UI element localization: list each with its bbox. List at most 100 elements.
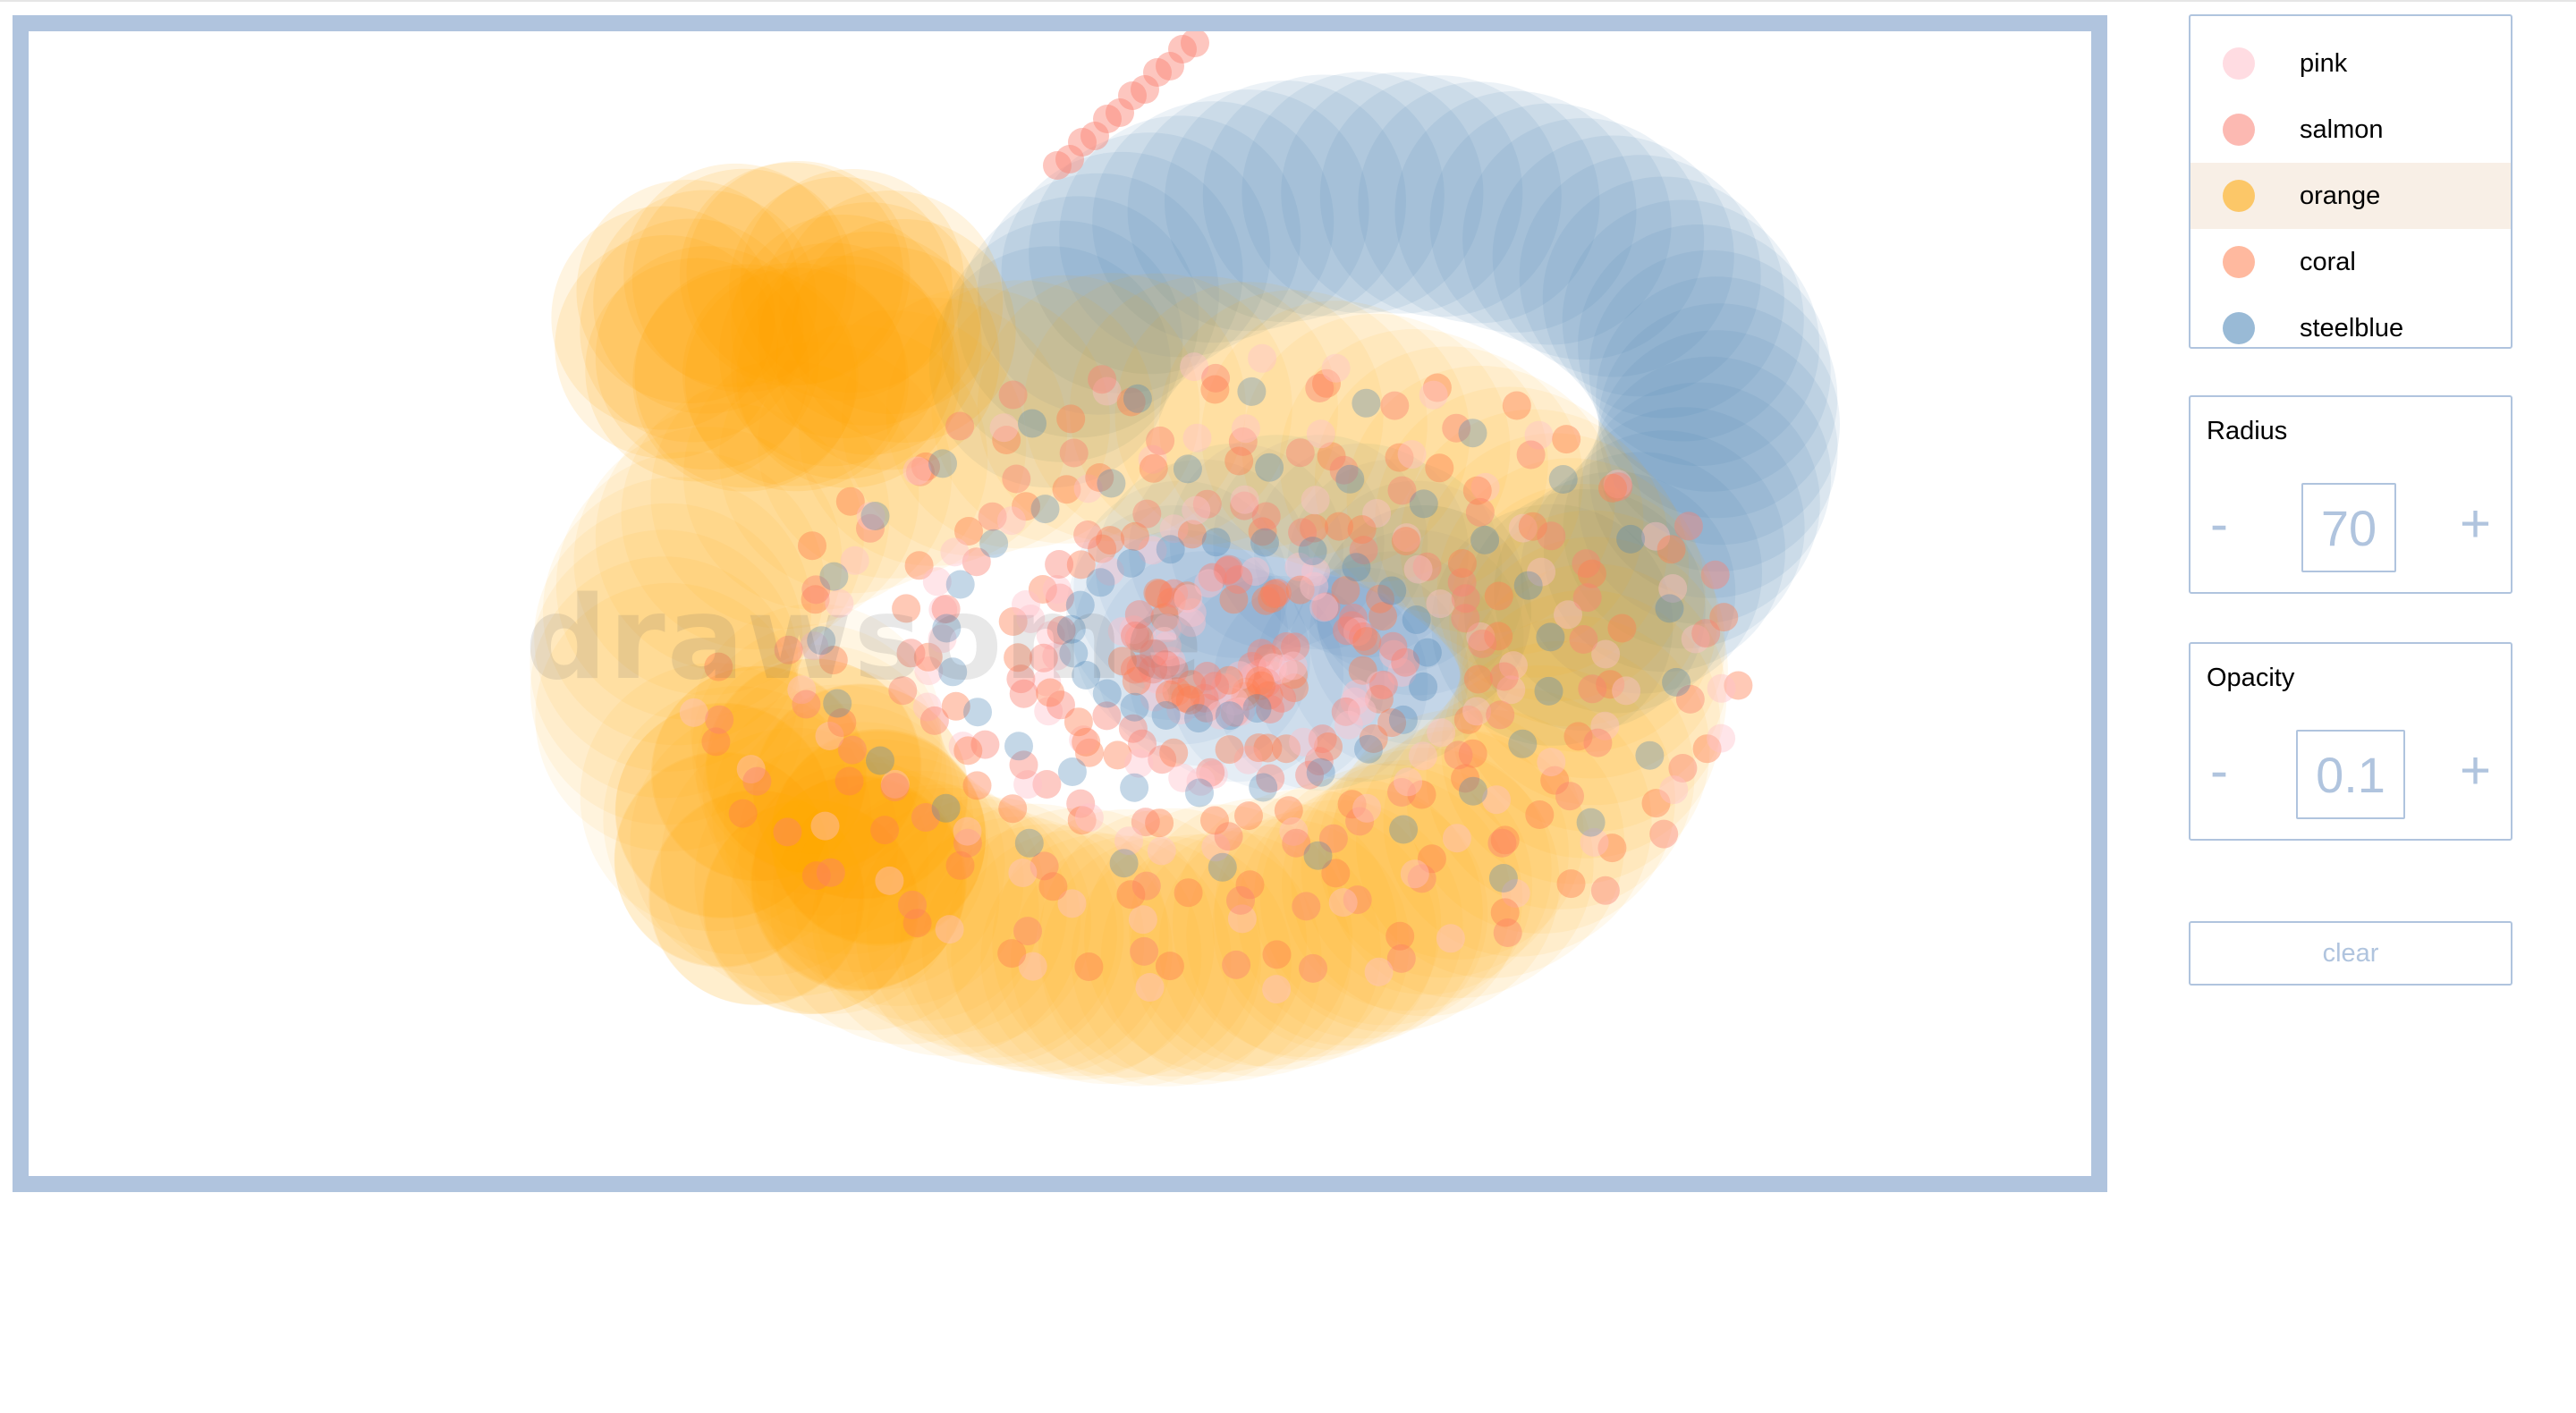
brush-dot — [724, 703, 974, 954]
brush-dot — [1331, 697, 1360, 726]
brush-dot — [1308, 724, 1337, 754]
brush-dot — [1073, 529, 1289, 745]
brush-dot — [800, 631, 829, 661]
brush-dot — [1262, 940, 1292, 969]
brush-dot — [1386, 943, 1416, 973]
drawing-surface[interactable] — [29, 31, 2091, 1176]
brush-dot — [1230, 491, 1259, 520]
brush-dot — [1436, 458, 1706, 727]
color-swatch — [2223, 246, 2255, 278]
brush-dot — [880, 769, 910, 799]
brush-dot — [1641, 789, 1671, 818]
brush-dot — [1073, 474, 1103, 503]
brush-dot — [1391, 647, 1420, 677]
brush-dot — [819, 562, 849, 591]
brush-dot — [1208, 852, 1237, 882]
brush-dot — [1426, 589, 1455, 619]
brush-dot — [1131, 75, 1159, 104]
brush-dot — [1256, 695, 1285, 723]
brush-dot — [1237, 788, 1488, 1039]
color-option-orange[interactable]: orange — [2190, 163, 2511, 229]
brush-dot — [1029, 132, 1271, 375]
color-option-coral[interactable]: coral — [2190, 229, 2511, 295]
brush-dot — [1524, 420, 1554, 450]
brush-dot — [1577, 559, 1606, 588]
drawing-canvas[interactable]: drawsome — [13, 15, 2107, 1192]
brush-dot — [1681, 624, 1710, 654]
brush-dot — [1487, 828, 1517, 858]
brush-dot — [1349, 536, 1378, 565]
brush-dot — [962, 771, 992, 800]
brush-dot — [1157, 647, 1186, 676]
brush-dot — [1658, 574, 1688, 603]
brush-dot — [1242, 694, 1272, 723]
radius-value[interactable]: 70 — [2301, 483, 2396, 572]
brush-dot — [1254, 567, 1469, 783]
brush-dot — [1230, 485, 1259, 514]
brush-dot — [614, 703, 830, 918]
brush-dot — [1215, 701, 1244, 731]
brush-dot — [682, 262, 906, 487]
brush-dot — [980, 833, 1232, 1085]
brush-dot — [1109, 849, 1139, 878]
brush-dot — [694, 746, 963, 1015]
brush-dot — [1254, 443, 1469, 658]
brush-dot — [1138, 444, 1167, 474]
opacity-value[interactable]: 0.1 — [2296, 730, 2405, 819]
brush-dot — [866, 746, 894, 775]
brush-dot — [1391, 527, 1420, 556]
brush-dot — [1182, 495, 1211, 525]
brush-dot — [1518, 512, 1547, 541]
brush-dot — [614, 752, 830, 968]
brush-dot — [1287, 551, 1503, 766]
color-option-salmon[interactable]: salmon — [2190, 97, 2511, 163]
brush-dot — [686, 161, 911, 385]
brush-dot — [1240, 662, 1268, 691]
radius-increase-button[interactable]: + — [2459, 494, 2491, 554]
brush-dot — [1364, 957, 1394, 986]
brush-dot — [650, 360, 919, 630]
brush-dot — [1403, 554, 1433, 584]
brush-dot — [1127, 89, 1369, 332]
brush-dot — [771, 730, 986, 945]
brush-dot — [1258, 584, 1287, 613]
brush-dot — [1252, 668, 1281, 698]
brush-dot — [856, 513, 885, 543]
brush-dot — [1534, 676, 1563, 706]
brush-dot — [1129, 443, 1343, 658]
radius-decrease-button[interactable]: - — [2210, 494, 2228, 554]
brush-dot — [1228, 427, 1258, 456]
brush-dot — [1318, 824, 1348, 853]
brush-dot — [1175, 685, 1205, 715]
brush-dot — [951, 829, 1202, 1080]
brush-dot — [1292, 892, 1321, 921]
brush-dot — [1358, 81, 1600, 324]
brush-dot — [963, 698, 992, 727]
brush-dot — [1331, 576, 1360, 605]
brush-dot — [530, 556, 799, 825]
color-label: steelblue — [2300, 313, 2404, 343]
brush-dot — [1056, 614, 1086, 644]
brush-dot — [758, 231, 982, 455]
brush-dot — [1540, 766, 1570, 795]
brush-dot — [1362, 499, 1392, 528]
brush-dot — [1004, 643, 1033, 673]
opacity-decrease-button[interactable]: - — [2210, 740, 2228, 800]
brush-dot — [1231, 414, 1260, 444]
brush-dot — [815, 722, 844, 750]
opacity-increase-button[interactable]: + — [2459, 740, 2491, 800]
brush-dot — [1071, 834, 1322, 1086]
brush-dot — [1490, 825, 1520, 855]
clear-button[interactable]: clear — [2189, 921, 2512, 986]
color-option-pink[interactable]: pink — [2190, 30, 2511, 97]
brush-dot — [621, 381, 890, 650]
brush-dot — [1043, 151, 1072, 180]
brush-dot — [1334, 710, 1363, 740]
color-option-steelblue[interactable]: steelblue — [2190, 295, 2511, 361]
brush-dot — [1317, 442, 1346, 471]
brush-dot — [1056, 404, 1086, 434]
color-label: pink — [2300, 48, 2348, 78]
brush-dot — [1213, 575, 1428, 791]
brush-dot — [1132, 499, 1162, 529]
brush-dot — [1562, 199, 1804, 442]
